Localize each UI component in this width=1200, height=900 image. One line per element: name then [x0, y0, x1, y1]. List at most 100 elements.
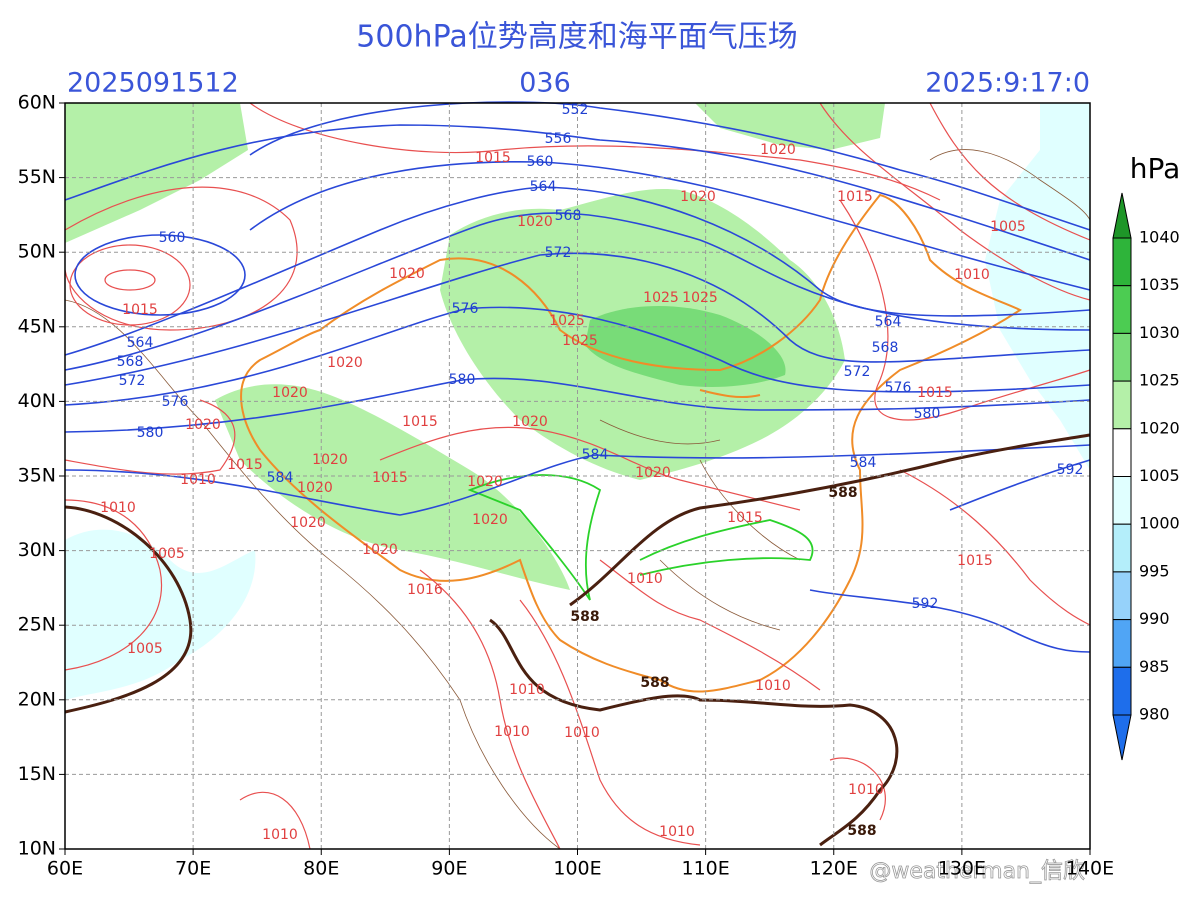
lat-label: 25N: [18, 614, 56, 636]
colorbar-box: [1112, 523, 1132, 573]
colorbar-box: [1112, 666, 1132, 716]
ridge-contour: [64, 505, 193, 714]
pressure-label: 1010: [627, 571, 663, 587]
pressure-label: 1020: [290, 515, 326, 531]
height-label: 580: [449, 372, 476, 388]
colorbar: 1040 1035 1030 1025 1020 1005 1000 995 990 985 980: [1112, 192, 1180, 761]
lon-label: 60E: [47, 858, 83, 880]
pressure-label: 1010: [180, 472, 216, 488]
colorbar-box: [1112, 619, 1132, 668]
borders: [64, 149, 1091, 850]
height-contour: [249, 160, 1091, 291]
height-label: 560: [159, 230, 186, 246]
colorbar-cap: [1112, 714, 1132, 761]
pressure-label: 1010: [509, 682, 545, 698]
height-label: 580: [914, 406, 941, 422]
height-label: 584: [850, 455, 877, 471]
lon-label: 70E: [175, 858, 211, 880]
pressure-label: 1015: [837, 189, 873, 205]
colorbar-label: 1030: [1139, 323, 1180, 342]
pressure-label: 1020: [760, 142, 796, 158]
pressure-label: 1025: [682, 290, 718, 306]
colorbar-label: 995: [1139, 561, 1170, 580]
colorbar-label: 980: [1139, 705, 1170, 724]
pressure-label: 1015: [917, 385, 953, 401]
pressure-label: 1020: [512, 414, 548, 430]
lat-label: 60N: [18, 92, 56, 114]
province-border: [467, 474, 814, 601]
isobar: [249, 102, 941, 201]
lat-label: 30N: [18, 539, 56, 561]
pressure-label: 1010: [659, 824, 695, 840]
pressure-label: 1020: [467, 474, 503, 490]
pressure-label: 1010: [100, 500, 136, 516]
lat-label: 45N: [18, 315, 56, 337]
height-label: 564: [127, 335, 154, 351]
pressure-label: 1005: [990, 219, 1026, 235]
pressure-label: 1020: [297, 480, 333, 496]
lat-label: 15N: [18, 763, 56, 785]
height-label: 576: [162, 394, 189, 410]
border: [929, 149, 1091, 221]
isobar: [104, 269, 156, 291]
height-label: 568: [555, 208, 582, 224]
lon-label: 100E: [553, 858, 601, 880]
pressure-label: 1010: [564, 725, 600, 741]
height-label: 568: [872, 340, 899, 356]
pressure-label: 1020: [389, 266, 425, 282]
pressure-label: 1015: [122, 302, 158, 318]
watermark: @weatherman_信欣: [869, 859, 1085, 884]
colorbar-label: 985: [1139, 657, 1170, 676]
pressure-label: 1025: [643, 290, 679, 306]
high-area: [695, 103, 885, 150]
pressure-label: 1020: [680, 189, 716, 205]
height-label: 576: [885, 380, 912, 396]
pressure-label: 1020: [517, 214, 553, 230]
isobar: [64, 186, 298, 331]
pressure-label: 1025: [549, 313, 585, 329]
contour-labels: 5525565605645685725765805845605645685725…: [100, 102, 1084, 843]
lat-label: 20N: [18, 688, 56, 710]
height-label: 584: [267, 470, 294, 486]
pressure-label: 1015: [957, 553, 993, 569]
height-contour: [74, 234, 246, 316]
pressure-label: 1005: [127, 641, 163, 657]
height-label: 572: [844, 364, 871, 380]
height-contour: [64, 212, 1091, 371]
height-label: 572: [119, 373, 146, 389]
pressure-label: 1020: [472, 512, 508, 528]
isobar: [899, 469, 1091, 626]
height-label: 592: [1057, 462, 1084, 478]
colorbar-unit: hPa: [1130, 152, 1181, 185]
pressure-label: 1010: [755, 678, 791, 694]
ridge-label: 588: [828, 485, 857, 501]
isobar: [379, 426, 801, 511]
pressure-label: 1015: [475, 150, 511, 166]
high-area: [215, 384, 570, 590]
colorbar-label: 990: [1139, 609, 1170, 628]
pressure-label: 1015: [227, 457, 263, 473]
lat-label: 40N: [18, 390, 56, 412]
pressure-label: 1015: [372, 470, 408, 486]
colorbar-box: [1112, 332, 1132, 382]
isobar: [599, 559, 821, 691]
colorbar-label: 1040: [1139, 228, 1180, 247]
lat-label: 55N: [18, 166, 56, 188]
lon-label: 90E: [431, 858, 467, 880]
height-contour: [64, 124, 1091, 261]
grid: [59, 102, 1091, 855]
border: [64, 299, 561, 850]
colorbar-label: 1005: [1139, 466, 1180, 485]
height-contour: [249, 101, 1091, 231]
pressure-label: 1016: [407, 582, 443, 598]
height-label: 568: [117, 354, 144, 370]
colorbar-box: [1112, 285, 1132, 334]
isobar: [64, 499, 162, 671]
colorbar-label: 1020: [1139, 418, 1180, 437]
lon-label: 130E: [938, 858, 986, 880]
pressure-label: 1020: [635, 465, 671, 481]
valid-time: 2025:9:17:0: [925, 68, 1090, 99]
ridge-label: 588: [570, 609, 599, 625]
ridge-contour: [489, 618, 899, 847]
